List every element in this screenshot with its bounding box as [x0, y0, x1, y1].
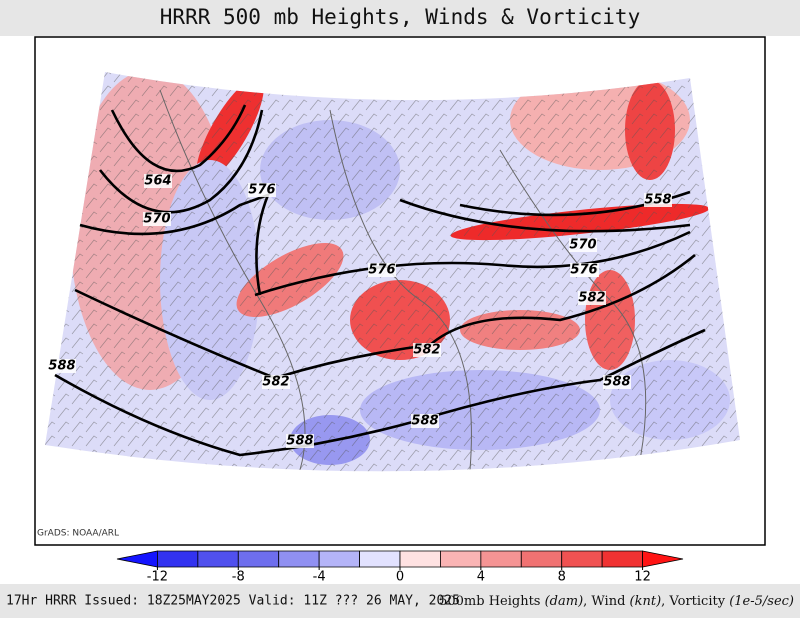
contour-label-bg — [413, 343, 441, 357]
contour-label: 576 — [570, 263, 597, 278]
colorbar-bin — [318, 550, 360, 568]
colorbar-bin — [157, 550, 199, 568]
colorbar-bin — [116, 550, 158, 568]
contour-label: 582 — [578, 291, 605, 306]
contour-label: 588 — [603, 375, 630, 390]
colorbar-bin — [440, 550, 482, 568]
colorbar-bin — [601, 550, 643, 568]
colorbar-bin — [399, 550, 441, 568]
footer-part: 500mb Heights — [439, 594, 545, 609]
contour-label: 564 — [144, 174, 171, 189]
title-bar — [0, 0, 800, 36]
footer-part: , Wind — [583, 594, 629, 609]
colorbar-tick-label: 8 — [558, 570, 566, 585]
footer-left: 17Hr HRRR Issued: 18Z25MAY2025 Valid: 11… — [6, 594, 460, 609]
contour-label-bg — [286, 434, 314, 448]
footer-part: , Vorticity — [661, 594, 729, 609]
contour-label-bg — [578, 291, 606, 305]
contour-label-bg — [144, 174, 172, 188]
footer-part: (1e-5/sec) — [729, 594, 794, 609]
colorbar-bin — [561, 550, 603, 568]
contour-labels: 5645705765765765705765585825825825885885… — [48, 174, 672, 449]
footer-bar — [0, 584, 800, 618]
contour-label-bg — [603, 375, 631, 389]
colorbar-tick-label: 0 — [396, 570, 404, 585]
colorbar-tick-label: -8 — [232, 570, 245, 585]
contour-label-bg — [570, 263, 598, 277]
colorbar-bin — [237, 550, 280, 568]
title: HRRR 500 mb Heights, Winds & Vorticity — [160, 5, 640, 29]
colorbar-bin — [642, 550, 684, 568]
colorbar-bin — [359, 550, 401, 568]
contour-label-bg — [644, 193, 672, 207]
contour-label: 588 — [286, 434, 313, 449]
contour-label: 588 — [48, 359, 75, 374]
contour-label: 570 — [569, 238, 596, 253]
colorbar-tick-label: 4 — [477, 570, 485, 585]
colorbar-tick-label: -12 — [147, 570, 168, 585]
contour-label: 576 — [248, 183, 275, 198]
map-domain — [45, 72, 740, 472]
footer-part: (dam) — [545, 594, 584, 609]
colorbar-tick-label: -4 — [313, 570, 326, 585]
contour-label: 582 — [413, 343, 440, 358]
contour-label-bg — [48, 359, 76, 373]
contour-label: 588 — [411, 414, 438, 429]
colorbar-bin — [520, 550, 563, 568]
colorbar-bin — [278, 550, 320, 568]
credit: GrADS: NOAA/ARL — [37, 529, 119, 539]
footer-part: (knt) — [630, 594, 662, 609]
colorbar-tick-label: 12 — [634, 570, 651, 585]
contour-label: 576 — [368, 263, 395, 278]
footer-right: 500mb Heights (dam), Wind (knt), Vortici… — [439, 594, 794, 609]
contour-label: 558 — [644, 193, 671, 208]
contour-label-bg — [569, 238, 597, 252]
contour-label-bg — [411, 414, 439, 428]
contour-label: 570 — [143, 212, 170, 227]
colorbar: -12 -8 -4 0 4 8 12 — [116, 550, 684, 585]
contour-label-bg — [368, 263, 396, 277]
contour-label: 582 — [262, 375, 289, 390]
contour-label-bg — [248, 183, 276, 197]
colorbar-bin — [197, 550, 239, 568]
contour-label-bg — [262, 375, 290, 389]
colorbar-bin — [480, 550, 522, 568]
contour-label-bg — [143, 212, 171, 226]
